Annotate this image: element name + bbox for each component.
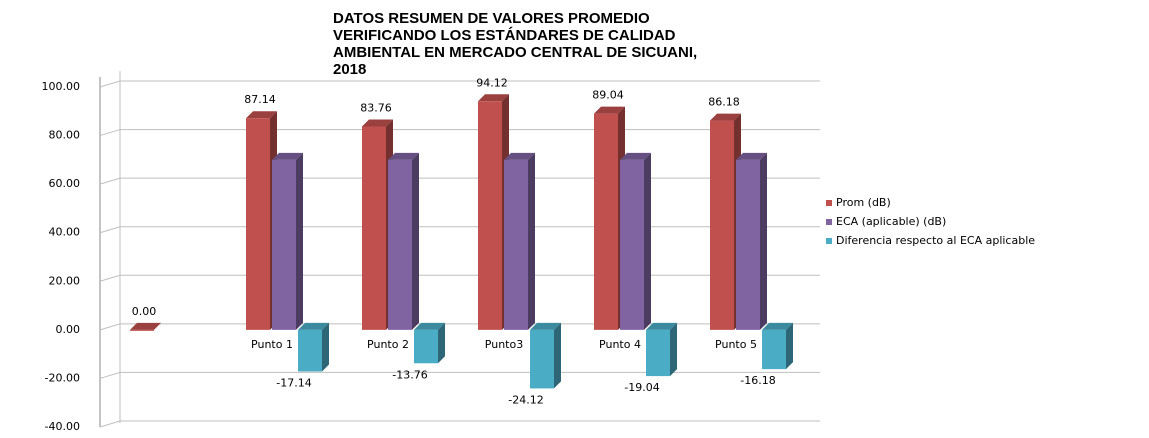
bar-top <box>272 152 303 160</box>
bar-side <box>644 152 651 330</box>
y-tick-label: -20.00 <box>45 371 80 384</box>
bar-top <box>362 119 393 127</box>
data-label: -19.04 <box>624 381 659 394</box>
x-tick-label: Punto 5 <box>715 338 757 351</box>
bar-side <box>786 322 793 370</box>
x-tick-label: Punto 4 <box>599 338 641 351</box>
grid-line <box>99 177 820 185</box>
legend-swatch <box>826 200 832 206</box>
x-tick-label: Punto 2 <box>367 338 409 351</box>
bar-side <box>322 322 329 372</box>
bar <box>736 159 760 330</box>
y-tick-label: 40.00 <box>49 226 81 239</box>
legend-label: ECA (aplicable) (dB) <box>836 215 946 228</box>
bar-top <box>762 322 793 330</box>
legend-label: Prom (dB) <box>836 196 891 209</box>
bar-side <box>528 152 535 330</box>
bar <box>362 126 386 330</box>
bar <box>388 159 412 330</box>
bar-top <box>388 152 419 160</box>
bar-side <box>554 322 561 389</box>
bar-top <box>478 94 509 102</box>
bar-top <box>246 111 277 119</box>
bar <box>246 118 270 330</box>
bar-side <box>412 152 419 330</box>
legend-swatch <box>826 238 832 244</box>
grid-line <box>99 226 820 234</box>
grid-line <box>99 371 820 379</box>
y-tick-label: -40.00 <box>45 420 80 433</box>
legend-swatch <box>826 219 832 225</box>
bar-top <box>530 322 561 330</box>
bar-top <box>298 322 329 330</box>
y-tick-label: 20.00 <box>49 274 81 287</box>
data-label: -16.18 <box>740 374 775 387</box>
bar-top <box>620 152 651 160</box>
y-tick-label: 0.00 <box>56 323 81 336</box>
data-label: 83.76 <box>360 101 392 114</box>
bar <box>298 329 322 372</box>
y-tick-label: 60.00 <box>49 177 81 190</box>
data-label: -24.12 <box>508 393 543 406</box>
bar-top <box>414 322 445 330</box>
bar-top <box>594 106 625 114</box>
bar-side <box>670 322 677 377</box>
data-label: 94.12 <box>476 76 508 89</box>
grid-line <box>99 129 820 137</box>
bar <box>504 159 528 330</box>
bar <box>272 159 296 330</box>
grid-line <box>99 274 820 282</box>
data-label: 89.04 <box>592 89 624 102</box>
data-label: -17.14 <box>276 376 311 389</box>
chart-title: 2018 <box>333 61 366 78</box>
legend-label: Diferencia respecto al ECA aplicable <box>836 234 1035 247</box>
data-label: 86.18 <box>708 96 740 109</box>
bar-side <box>760 152 767 330</box>
data-label: -13.76 <box>392 368 427 381</box>
bar <box>530 329 554 389</box>
bar <box>594 113 618 330</box>
grid-line <box>99 323 820 331</box>
chart-title: DATOS RESUMEN DE VALORES PROMEDIO <box>333 10 650 27</box>
bar-top <box>736 152 767 160</box>
bar-top <box>504 152 535 160</box>
bar <box>762 329 786 370</box>
bar-top <box>130 322 161 330</box>
x-tick-label: Punto 1 <box>251 338 293 351</box>
bar <box>414 329 438 364</box>
data-label: 87.14 <box>244 93 276 106</box>
x-tick-label: Punto3 <box>485 338 523 351</box>
bar-top <box>646 322 677 330</box>
bar <box>478 101 502 330</box>
y-tick-label: 100.00 <box>42 80 81 93</box>
bar-side <box>296 152 303 330</box>
grid-line <box>99 80 820 88</box>
data-label: 0.00 <box>132 305 157 318</box>
y-tick-label: 80.00 <box>49 129 81 142</box>
bar <box>620 159 644 330</box>
bar <box>646 329 670 377</box>
bar <box>710 120 734 330</box>
chart-title: AMBIENTAL EN MERCADO CENTRAL DE SICUANI, <box>333 44 697 61</box>
bar-side <box>438 322 445 364</box>
grid-line <box>99 420 820 428</box>
bar <box>130 329 154 331</box>
bar-top <box>710 113 741 121</box>
chart-title: VERIFICANDO LOS ESTÁNDARES DE CALIDAD <box>333 27 676 44</box>
